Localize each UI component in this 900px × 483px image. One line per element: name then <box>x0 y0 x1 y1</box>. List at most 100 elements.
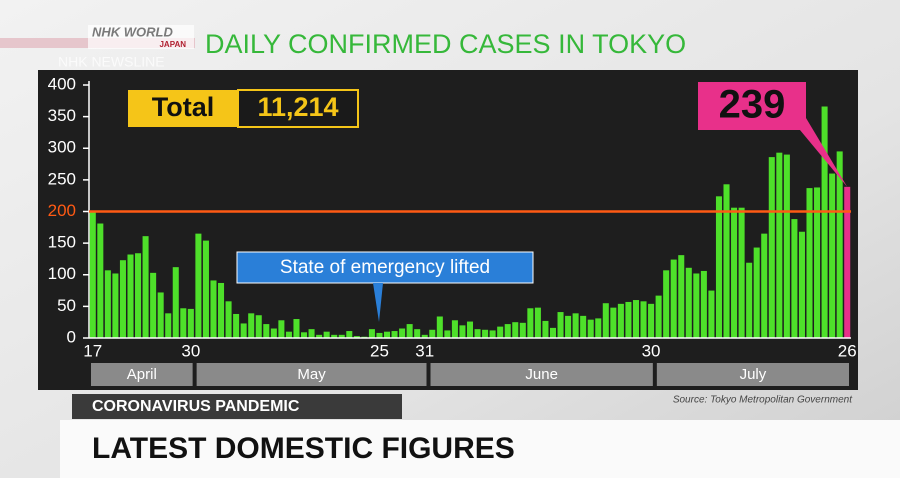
bar <box>572 313 579 338</box>
bar <box>233 313 240 338</box>
bar <box>798 231 805 338</box>
bar <box>459 325 466 338</box>
bar <box>293 319 300 338</box>
bar <box>346 331 353 338</box>
y-tick-label: 0 <box>67 327 76 346</box>
bar <box>580 315 587 338</box>
bar <box>421 334 428 338</box>
bar <box>519 322 526 338</box>
callout-box <box>698 82 806 130</box>
bar <box>806 188 813 338</box>
bar <box>391 331 398 338</box>
bar <box>135 253 142 338</box>
month-label: April <box>127 366 157 383</box>
logo-sub: JAPAN <box>159 40 186 49</box>
bar <box>414 329 421 338</box>
bar <box>595 318 602 338</box>
callout-value: 239 <box>719 83 786 127</box>
bar <box>783 154 790 338</box>
bar <box>466 321 474 338</box>
bar <box>700 270 707 338</box>
bar <box>655 295 662 338</box>
section-label: CORONAVIRUS PANDEMIC <box>92 398 300 415</box>
x-tick-label: 31 <box>415 341 434 360</box>
bar <box>444 330 451 338</box>
logo-box <box>88 25 194 49</box>
x-tick-label: 25 <box>370 341 389 360</box>
bar <box>278 320 285 338</box>
y-tick-label: 200 <box>48 201 76 220</box>
bar <box>761 233 768 338</box>
y-tick-label: 300 <box>48 138 76 157</box>
month-band <box>91 363 193 386</box>
total-label: Total <box>152 92 215 122</box>
bar <box>489 330 496 338</box>
x-tick-label: 30 <box>181 341 200 360</box>
bar <box>836 151 843 338</box>
total-value-box <box>237 89 359 128</box>
chart-title: DAILY CONFIRMED CASES IN TOKYO <box>205 29 686 59</box>
bar <box>301 332 308 338</box>
bar <box>331 334 338 338</box>
bar <box>316 334 323 338</box>
bar <box>323 331 330 338</box>
bar <box>534 307 541 338</box>
bar <box>678 255 685 338</box>
bar <box>625 301 632 338</box>
headline-band <box>60 420 900 478</box>
bar <box>504 324 511 338</box>
bar <box>263 324 270 338</box>
bar <box>376 332 383 338</box>
bar <box>753 247 760 338</box>
bar <box>225 301 232 338</box>
bar <box>512 322 519 338</box>
y-tick-label: 100 <box>48 264 76 283</box>
bar <box>368 329 375 338</box>
month-label: July <box>740 366 767 383</box>
bar <box>119 260 126 338</box>
bar <box>557 312 564 338</box>
bar <box>814 187 821 338</box>
annotation: State of emergency lifted <box>280 257 490 278</box>
y-tick-label: 150 <box>48 233 76 252</box>
bar <box>248 313 255 338</box>
bar <box>738 207 745 338</box>
bar <box>429 329 436 338</box>
y-tick-label: 400 <box>48 74 76 93</box>
callout-pointer <box>790 118 848 187</box>
bar <box>610 307 617 338</box>
annotation-pointer <box>373 283 383 322</box>
bar <box>731 207 738 338</box>
y-tick-label: 50 <box>57 296 76 315</box>
section-box <box>72 394 402 419</box>
bar <box>527 308 534 338</box>
bar <box>104 270 111 338</box>
month-label: June <box>525 366 558 383</box>
bar <box>270 328 277 338</box>
x-tick-label: 26 <box>838 341 857 360</box>
total-label-box <box>128 90 238 127</box>
source: Source: Tokyo Metropolitan Government <box>673 395 853 406</box>
bar <box>602 303 609 338</box>
month-band <box>656 363 849 386</box>
bar <box>451 320 458 338</box>
bar <box>617 303 624 338</box>
x-tick-label: 30 <box>642 341 661 360</box>
bar <box>632 300 639 338</box>
bar <box>180 308 187 338</box>
bar <box>142 236 149 338</box>
y-tick-label: 350 <box>48 106 76 125</box>
bar <box>112 273 119 338</box>
bar <box>829 173 836 338</box>
bar <box>663 270 670 338</box>
bar <box>482 329 489 338</box>
bar <box>542 320 549 338</box>
bar <box>776 152 783 338</box>
month-label: May <box>297 366 326 383</box>
bar <box>240 323 247 338</box>
headline: LATEST DOMESTIC FIGURES <box>92 432 515 465</box>
annotation-box <box>236 251 534 284</box>
bar <box>89 210 96 338</box>
bar <box>338 334 345 338</box>
bar <box>383 331 391 338</box>
